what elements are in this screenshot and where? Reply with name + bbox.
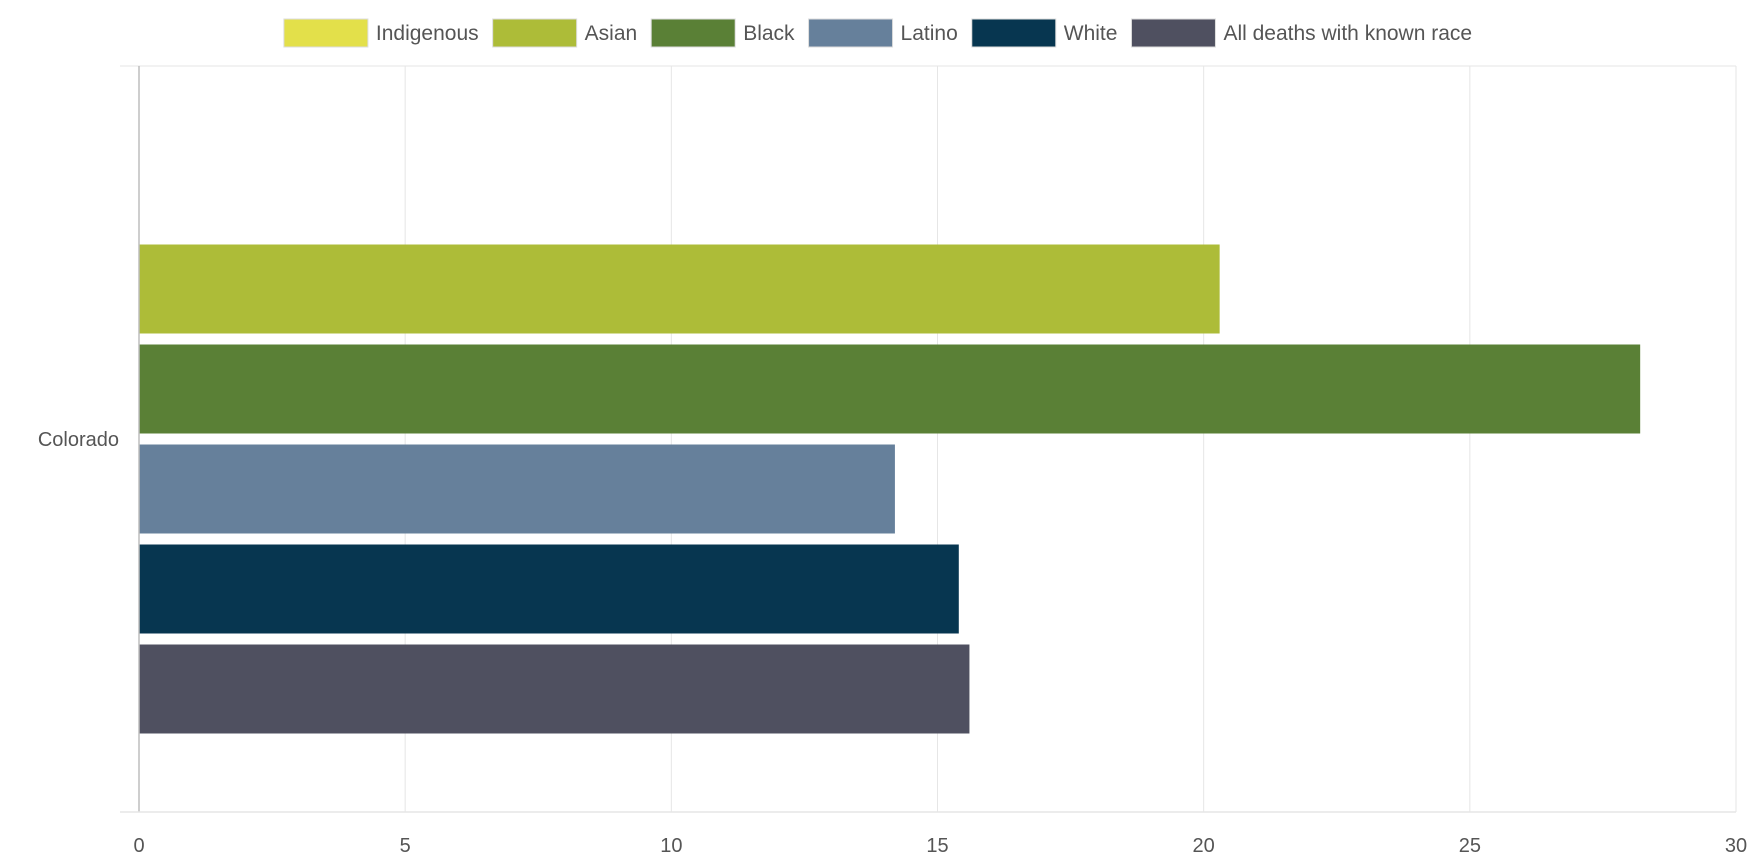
legend-label: All deaths with known race bbox=[1223, 22, 1472, 45]
legend-item-black[interactable]: Black bbox=[650, 18, 795, 48]
x-tick-label: 15 bbox=[926, 835, 948, 857]
legend-item-asian[interactable]: Asian bbox=[492, 18, 638, 48]
bar-white[interactable] bbox=[139, 544, 959, 634]
x-tick-label: 25 bbox=[1459, 835, 1481, 857]
x-tick-label: 20 bbox=[1193, 835, 1215, 857]
legend-label: Asian bbox=[585, 22, 638, 45]
legend-swatch bbox=[650, 18, 736, 48]
x-tick-labels: 0 5 10 15 20 25 30 bbox=[133, 835, 1747, 857]
legend-swatch bbox=[1130, 18, 1216, 48]
bar-latino[interactable] bbox=[139, 444, 895, 534]
legend-label: Latino bbox=[901, 22, 958, 45]
legend-label: White bbox=[1064, 22, 1118, 45]
x-tick-label: 10 bbox=[660, 835, 682, 857]
legend-label: Indigenous bbox=[376, 22, 479, 45]
legend-swatch bbox=[492, 18, 578, 48]
legend-item-latino[interactable]: Latino bbox=[808, 18, 958, 48]
bar-black[interactable] bbox=[139, 344, 1641, 434]
legend-swatch bbox=[808, 18, 894, 48]
bars bbox=[139, 244, 1641, 734]
legend-swatch bbox=[971, 18, 1057, 48]
bar-asian[interactable] bbox=[139, 244, 1220, 334]
category-label: Colorado bbox=[38, 429, 119, 451]
legend-swatch bbox=[283, 18, 369, 48]
category-labels: Colorado bbox=[38, 429, 119, 451]
legend-item-white[interactable]: White bbox=[971, 18, 1118, 48]
legend[interactable]: Indigenous Asian Black Latino White All death… bbox=[283, 18, 1472, 48]
legend-item-indigenous[interactable]: Indigenous bbox=[283, 18, 479, 48]
x-tick-label: 5 bbox=[400, 835, 411, 857]
gridlines bbox=[120, 65, 1737, 812]
axes bbox=[120, 66, 1736, 813]
legend-label: Black bbox=[743, 22, 795, 45]
x-tick-label: 30 bbox=[1725, 835, 1747, 857]
x-tick-label: 0 bbox=[133, 835, 144, 857]
legend-item-all-deaths-with-known-race[interactable]: All deaths with known race bbox=[1130, 18, 1472, 48]
bar-all-deaths-with-known-race[interactable] bbox=[139, 644, 970, 734]
